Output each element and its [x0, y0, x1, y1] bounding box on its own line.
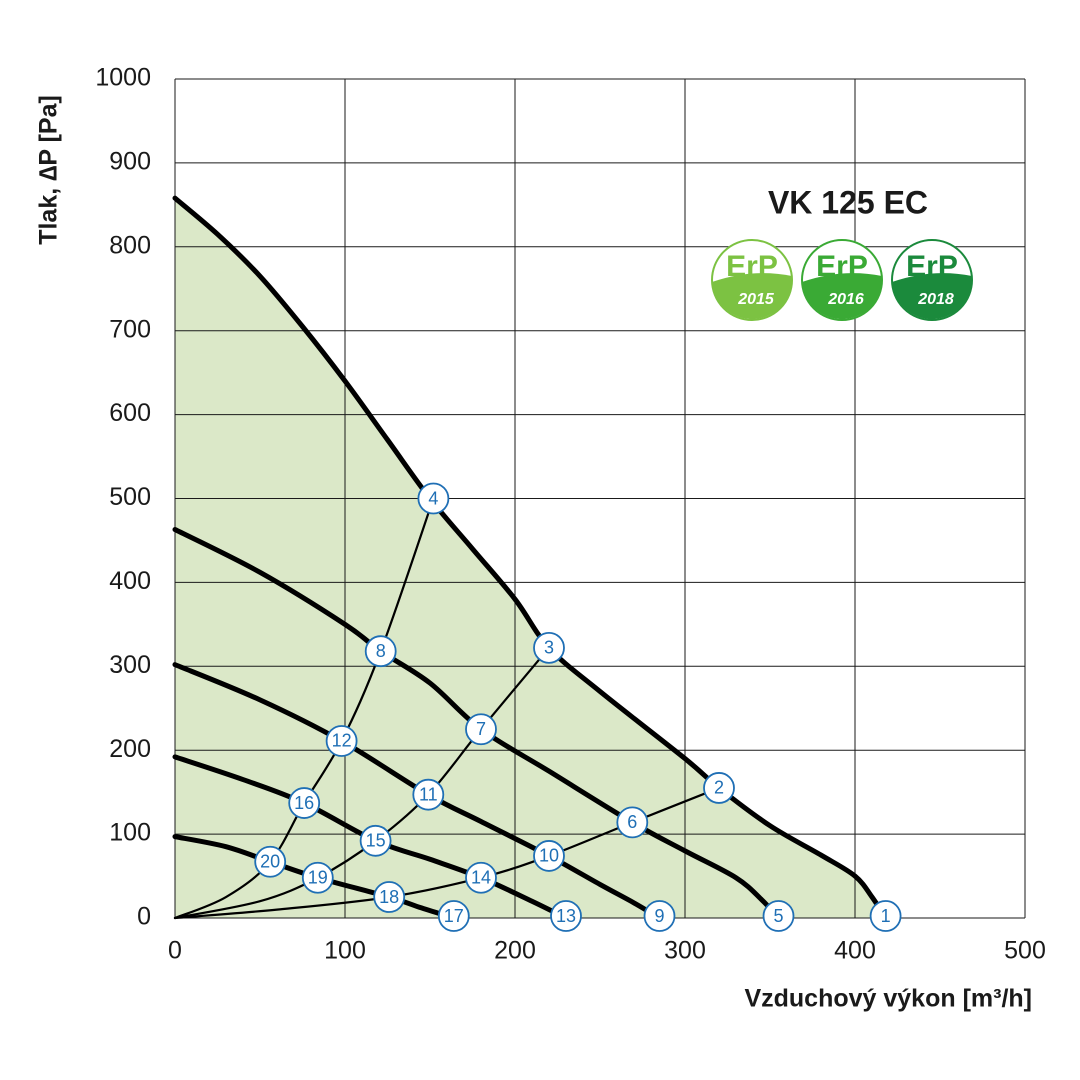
point-label: 4 — [428, 488, 438, 508]
x-tick-label: 0 — [168, 937, 182, 965]
point-marker — [465, 861, 497, 894]
point-marker — [359, 824, 392, 857]
y-tick-label: 0 — [137, 903, 151, 931]
point-marker — [364, 635, 397, 668]
point-label: 9 — [654, 906, 664, 926]
point-marker — [550, 900, 582, 932]
x-tick-label: 400 — [834, 937, 876, 965]
point-marker — [762, 900, 795, 932]
y-tick-label: 500 — [109, 483, 151, 511]
y-tick-label: 100 — [109, 819, 151, 847]
y-tick-label: 300 — [109, 651, 151, 679]
point-label: 20 — [260, 852, 280, 872]
point-label: 17 — [444, 906, 464, 926]
point-label: 18 — [379, 887, 399, 907]
point-label: 14 — [471, 867, 491, 887]
point-label: 2 — [714, 778, 724, 798]
point-marker — [288, 787, 321, 819]
point-marker — [325, 725, 358, 757]
point-marker — [533, 840, 565, 872]
y-axis-title: Tlak, ∆P [Pa] — [35, 95, 63, 245]
fan-curve — [172, 754, 569, 921]
badge-year: 2015 — [737, 291, 775, 308]
point-label: 7 — [476, 719, 486, 739]
badge-text: ErP — [816, 250, 868, 283]
x-tick-label: 200 — [494, 937, 536, 965]
y-tick-label: 400 — [109, 567, 151, 595]
point-marker — [703, 772, 735, 804]
x-tick-label: 300 — [664, 937, 706, 965]
x-tick-label: 100 — [324, 937, 366, 965]
x-tick-label: 500 — [1004, 937, 1046, 965]
point-label: 16 — [294, 793, 314, 813]
point-label: 19 — [308, 867, 328, 887]
badge-text: ErP — [726, 250, 778, 283]
point-label: 15 — [366, 831, 386, 851]
point-label: 1 — [881, 906, 891, 926]
point-label: 11 — [419, 784, 438, 804]
point-marker — [616, 806, 649, 839]
badge-band — [712, 273, 793, 320]
point-marker — [254, 845, 287, 878]
badge-band — [802, 273, 883, 320]
point-marker — [417, 482, 450, 515]
fan-curve — [172, 527, 781, 921]
point-marker — [533, 631, 565, 664]
point-label: 13 — [556, 906, 576, 926]
point-label: 5 — [773, 906, 783, 926]
point-marker — [869, 900, 902, 932]
y-tick-label: 700 — [109, 315, 151, 343]
y-tick-label: 800 — [109, 231, 151, 259]
point-marker — [437, 900, 470, 932]
point-marker — [301, 861, 334, 894]
point-marker — [643, 900, 676, 932]
point-marker — [373, 881, 406, 913]
y-tick-label: 200 — [109, 735, 151, 763]
y-tick-label: 1000 — [95, 64, 151, 92]
y-tick-label: 600 — [109, 399, 151, 427]
point-marker — [412, 778, 445, 811]
point-label: 8 — [376, 641, 386, 661]
badge-year: 2018 — [917, 291, 954, 308]
point-label: 3 — [544, 638, 554, 658]
badge-text: ErP — [906, 250, 958, 283]
badge-year: 2016 — [827, 291, 864, 308]
badge-band — [892, 273, 973, 320]
point-label: 12 — [332, 731, 352, 751]
fan-curve — [172, 662, 662, 921]
system-curve — [173, 497, 435, 920]
point-marker — [465, 713, 497, 746]
point-label: 6 — [627, 812, 637, 832]
fan-curve — [172, 195, 889, 921]
x-axis-title: Vzduchový výkon [m³/h] — [744, 985, 1032, 1013]
y-tick-label: 900 — [109, 148, 151, 176]
point-label: 10 — [539, 846, 559, 866]
chart-title: VK 125 EC — [768, 184, 928, 220]
